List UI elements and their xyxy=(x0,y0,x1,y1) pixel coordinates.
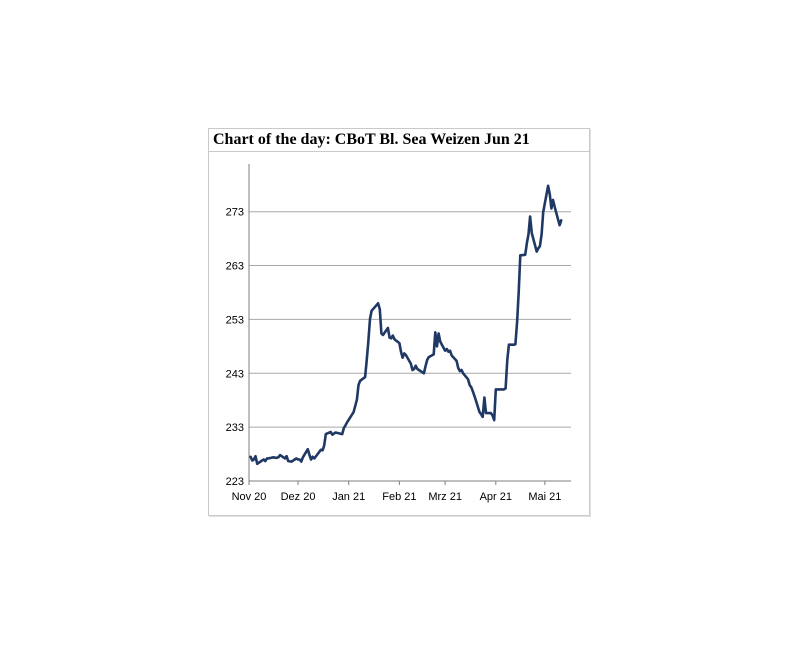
x-tick-label: Nov 20 xyxy=(232,491,267,503)
title-divider xyxy=(209,151,589,152)
price-line xyxy=(249,184,563,466)
y-tick-label: 253 xyxy=(226,314,244,326)
y-tick-label: 263 xyxy=(226,261,244,273)
chart-panel: Chart of the day: CBoT Bl. Sea Weizen Ju… xyxy=(208,128,590,516)
y-tick-label: 223 xyxy=(226,476,244,488)
x-tick-label: Dez 20 xyxy=(281,491,316,503)
x-tick-label: Mai 21 xyxy=(528,491,561,503)
y-tick-label: 233 xyxy=(226,422,244,434)
y-tick-label: 273 xyxy=(226,207,244,219)
x-tick-label: Mrz 21 xyxy=(428,491,462,503)
x-tick-label: Feb 21 xyxy=(382,491,416,503)
x-tick-label: Apr 21 xyxy=(480,491,512,503)
y-tick-label: 243 xyxy=(226,368,244,380)
line-chart: 223 233 243 253 263 273 Nov 20 Dez 20 Jan 21 Feb … xyxy=(226,164,571,503)
chart-title: Chart of the day: CBoT Bl. Sea Weizen Ju… xyxy=(213,131,530,148)
x-tick-label: Jan 21 xyxy=(332,491,365,503)
